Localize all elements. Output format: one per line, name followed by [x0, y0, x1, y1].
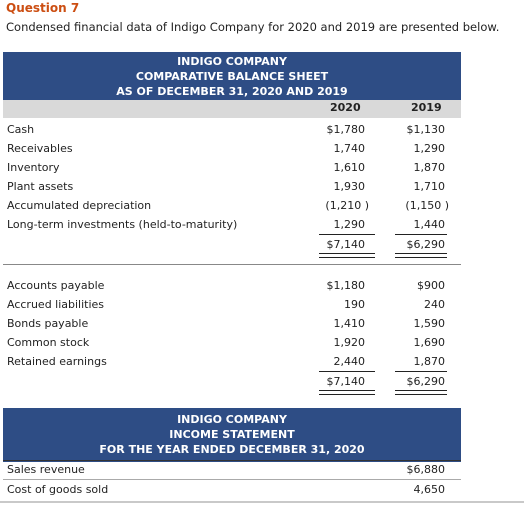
- section-divider: [3, 264, 461, 265]
- subtotal-underline: [319, 371, 375, 372]
- table-row: Inventory 1,610 1,870: [0, 158, 524, 177]
- value-2020: 1,920: [333, 336, 366, 349]
- value-2020: (1,210 ): [325, 199, 369, 212]
- table-row: Cost of goods sold 4,650: [0, 480, 524, 499]
- row-label: Accounts payable: [7, 279, 105, 292]
- table-row: Accrued liabilities 190 240: [0, 295, 524, 314]
- income-statement-title: INCOME STATEMENT: [169, 428, 295, 441]
- table-row: Long-term investments (held-to-maturity)…: [0, 215, 524, 234]
- row-label: Cost of goods sold: [7, 483, 109, 496]
- row-value: $6,880: [406, 463, 446, 476]
- row-label: Sales revenue: [7, 463, 85, 476]
- row-label: Plant assets: [7, 180, 74, 193]
- value-2019: 1,870: [413, 161, 446, 174]
- value-2019: 1,590: [413, 317, 446, 330]
- table-row: Accumulated depreciation (1,210 ) (1,150…: [0, 196, 524, 215]
- column-header-2020: 2020: [330, 101, 361, 114]
- table-row: Cash $1,780 $1,130: [0, 120, 524, 139]
- total-double-underline: [395, 253, 447, 258]
- row-label: Retained earnings: [7, 355, 107, 368]
- table-row: Plant assets 1,930 1,710: [0, 177, 524, 196]
- value-2020: 2,440: [333, 355, 366, 368]
- total-2020: $7,140: [326, 238, 366, 251]
- row-label: Accrued liabilities: [7, 298, 105, 311]
- row-label: Inventory: [7, 161, 60, 174]
- value-2020: $1,780: [326, 123, 366, 136]
- total-row: $7,140 $6,290: [0, 372, 524, 391]
- table-row: Retained earnings 2,440 1,870: [0, 352, 524, 371]
- row-value: 4,650: [413, 483, 446, 496]
- balance-sheet-company: INDIGO COMPANY: [177, 55, 287, 68]
- row-label: Cash: [7, 123, 35, 136]
- table-row: Receivables 1,740 1,290: [0, 139, 524, 158]
- total-2020: $7,140: [326, 375, 366, 388]
- value-2020: 1,410: [333, 317, 366, 330]
- income-statement-company: INDIGO COMPANY: [177, 413, 287, 426]
- row-label: Long-term investments (held-to-maturity): [7, 218, 238, 231]
- total-double-underline: [319, 390, 375, 395]
- balance-sheet-header: INDIGO COMPANY COMPARATIVE BALANCE SHEET…: [3, 52, 461, 100]
- value-2019: 1,440: [413, 218, 446, 231]
- table-row: Bonds payable 1,410 1,590: [0, 314, 524, 333]
- value-2020: 1,610: [333, 161, 366, 174]
- value-2019: (1,150 ): [405, 199, 449, 212]
- value-2019: 240: [424, 298, 445, 311]
- total-2019: $6,290: [406, 375, 446, 388]
- total-double-underline: [319, 253, 375, 258]
- row-label: Bonds payable: [7, 317, 89, 330]
- total-double-underline: [395, 390, 447, 395]
- column-header-2019: 2019: [411, 101, 442, 114]
- subtotal-underline: [395, 234, 447, 235]
- subtotal-underline: [319, 234, 375, 235]
- balance-sheet-title: COMPARATIVE BALANCE SHEET: [135, 70, 329, 83]
- value-2020: $1,180: [326, 279, 366, 292]
- row-divider: [3, 479, 461, 480]
- row-label: Accumulated depreciation: [7, 199, 152, 212]
- income-statement-header: INDIGO COMPANY INCOME STATEMENT FOR THE …: [3, 408, 461, 462]
- value-2020: 190: [344, 298, 365, 311]
- page-cutoff: [0, 501, 524, 503]
- total-row: $7,140 $6,290: [0, 235, 524, 254]
- value-2020: 1,930: [333, 180, 366, 193]
- value-2019: $1,130: [406, 123, 446, 136]
- value-2019: 1,710: [413, 180, 446, 193]
- section-divider: [3, 460, 461, 461]
- value-2019: 1,870: [413, 355, 446, 368]
- question-text: Condensed financial data of Indigo Compa…: [6, 20, 500, 34]
- row-label: Receivables: [7, 142, 73, 155]
- value-2019: 1,290: [413, 142, 446, 155]
- subtotal-underline: [395, 371, 447, 372]
- value-2020: 1,740: [333, 142, 366, 155]
- value-2020: 1,290: [333, 218, 366, 231]
- value-2019: $900: [417, 279, 445, 292]
- income-statement-period: FOR THE YEAR ENDED DECEMBER 31, 2020: [99, 443, 365, 456]
- value-2019: 1,690: [413, 336, 446, 349]
- column-header-row: 2020 2019: [3, 100, 461, 118]
- question-title: Question 7: [6, 1, 80, 15]
- total-2019: $6,290: [406, 238, 446, 251]
- table-row: Accounts payable $1,180 $900: [0, 276, 524, 295]
- table-row: Common stock 1,920 1,690: [0, 333, 524, 352]
- row-label: Common stock: [7, 336, 90, 349]
- table-row: Sales revenue $6,880: [0, 460, 524, 479]
- balance-sheet-date: AS OF DECEMBER 31, 2020 AND 2019: [116, 85, 348, 98]
